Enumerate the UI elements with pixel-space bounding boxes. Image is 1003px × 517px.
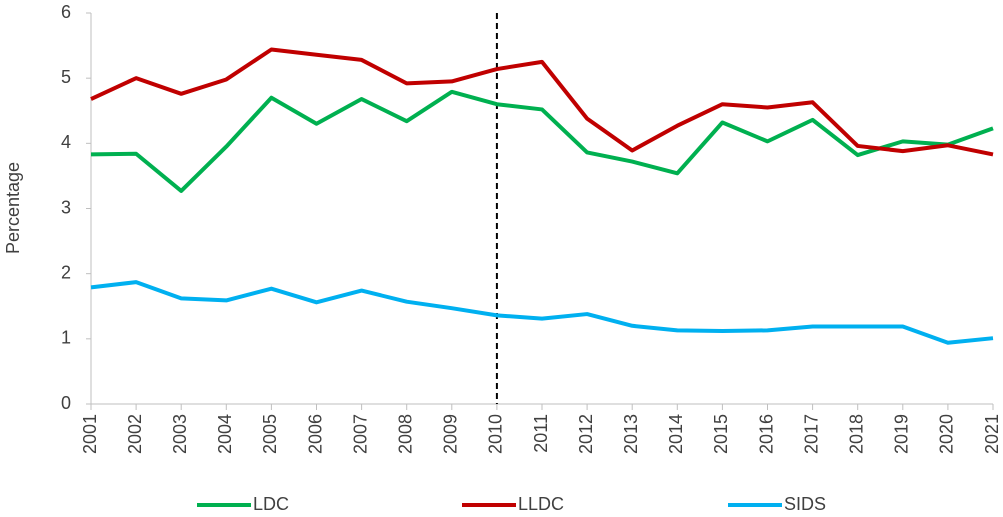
x-tick-label: 2010 (486, 414, 506, 454)
x-tick-label: 2001 (80, 414, 100, 454)
x-tick-label: 2005 (260, 414, 280, 454)
x-tick-label: 2003 (170, 414, 190, 454)
x-tick-label: 2012 (576, 414, 596, 454)
y-tick-label: 0 (61, 393, 71, 413)
y-tick-label: 6 (61, 2, 71, 22)
x-tick-label: 2008 (395, 414, 415, 454)
x-tick-label: 2021 (982, 414, 1002, 454)
y-axis-label: Percentage (3, 162, 23, 254)
y-tick-label: 2 (61, 262, 71, 282)
x-tick-label: 2009 (441, 414, 461, 454)
x-tick-label: 2019 (892, 414, 912, 454)
x-tick-label: 2020 (937, 414, 957, 454)
legend-label: LLDC (518, 494, 564, 514)
x-tick-label: 2002 (125, 414, 145, 454)
x-tick-label: 2004 (215, 414, 235, 454)
x-tick-label: 2013 (621, 414, 641, 454)
legend-label: SIDS (784, 494, 826, 514)
line-series (90, 280, 994, 345)
x-tick-label: 2017 (801, 414, 821, 454)
x-tick-label: 2015 (711, 414, 731, 454)
x-tick-label: 2018 (846, 414, 866, 454)
y-tick-label: 5 (61, 67, 71, 87)
x-tick-label: 2011 (531, 414, 551, 453)
y-tick-label: 3 (61, 197, 71, 217)
y-tick-label: 1 (61, 328, 71, 348)
line-series (90, 89, 994, 193)
legend-label: LDC (253, 494, 289, 514)
x-tick-label: 2006 (305, 414, 325, 454)
x-tick-label: 2016 (756, 414, 776, 454)
x-tick-label: 2014 (666, 414, 686, 454)
x-tick-label: 2007 (350, 414, 370, 454)
y-tick-label: 4 (61, 132, 71, 152)
line-series (90, 47, 994, 157)
